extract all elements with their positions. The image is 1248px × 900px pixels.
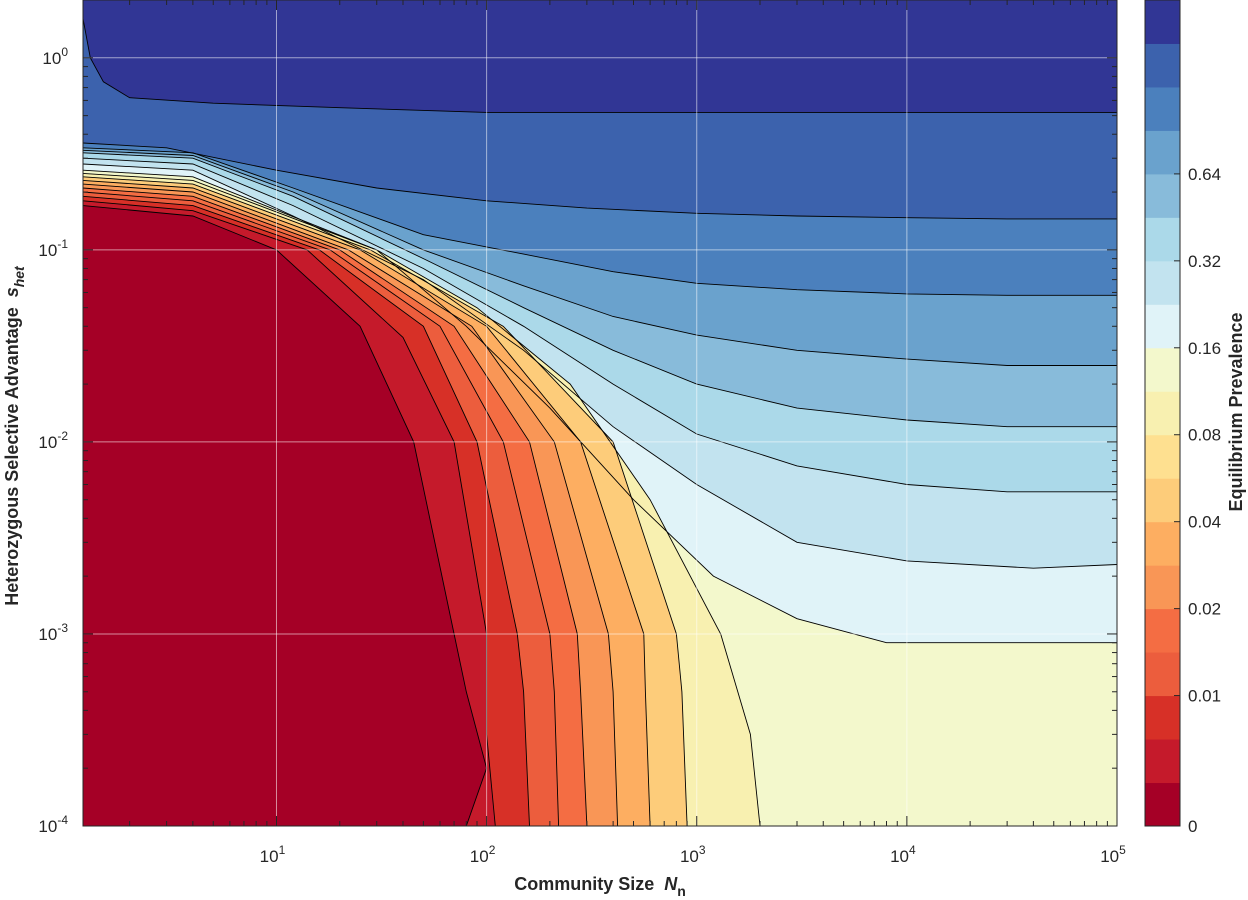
grid-lines	[83, 0, 1117, 826]
colorbar-segment	[1145, 304, 1180, 349]
colorbar-segment	[1145, 478, 1180, 523]
y-tick-label-4: 100	[42, 45, 68, 68]
colorbar-tick-label-3: 0.04	[1188, 513, 1221, 532]
colorbar-segment	[1145, 782, 1180, 827]
plot-frame	[82, 0, 1118, 827]
colorbar-segment	[1145, 434, 1180, 479]
colorbar-segment	[1145, 695, 1180, 740]
colorbar-segment	[1145, 565, 1180, 610]
contour-line-14	[83, 147, 1117, 296]
colorbar-tick-label-4: 0.08	[1188, 426, 1221, 445]
colorbar-segment	[1145, 217, 1180, 262]
colorbar-segment	[1145, 173, 1180, 218]
colorbar-tick-label-6: 0.32	[1188, 252, 1221, 271]
contour-line-6	[83, 179, 651, 826]
colorbar-tick-label-1: 0.01	[1188, 687, 1221, 706]
colorbar-tick-label-5: 0.16	[1188, 339, 1221, 358]
x-tick-label-1: 102	[470, 843, 496, 866]
contour-line-7	[83, 176, 688, 826]
contour-line-2	[83, 195, 530, 826]
x-tick-label-0: 101	[260, 843, 286, 866]
colorbar-tick-label-0: 0	[1188, 817, 1197, 836]
x-tick-label-3: 104	[890, 843, 916, 866]
plot-area	[83, 0, 1117, 826]
contour-line-9	[83, 169, 1117, 644]
colorbar-frame	[1144, 0, 1181, 827]
colorbar-segment	[1145, 347, 1180, 392]
colorbar-segment	[1145, 652, 1180, 697]
contour-line-10	[83, 163, 1117, 569]
colorbar-label: Equilibrium Prevalence	[1226, 312, 1246, 511]
colorbar-segment	[1145, 86, 1180, 131]
colorbar: 0 0.01 0.02 0.04 0.08 0.16 0.32 0.64	[1144, 0, 1221, 836]
contour-line-5	[83, 183, 619, 826]
contour-line-11	[83, 157, 1117, 493]
contour-line-12	[83, 152, 1117, 428]
contour-band-0	[83, 205, 487, 826]
contour-line-8	[83, 172, 761, 826]
colorbar-segment	[1145, 739, 1180, 784]
y-tick-label-1: 10-3	[38, 621, 68, 644]
contour-line-13	[83, 149, 1117, 366]
contour-bands	[83, 0, 1117, 826]
colorbar-tick-label-2: 0.02	[1188, 600, 1221, 619]
colorbar-segment	[1145, 130, 1180, 175]
contour-line-15	[83, 142, 1117, 220]
axes: 101 102 103 104 105 10-4 10-3 10-2 10-1 100	[38, 0, 1126, 866]
contour-line-3	[83, 191, 560, 826]
x-axis-label: Community Size Nn	[514, 874, 686, 899]
contour-line-4	[83, 187, 588, 826]
colorbar-tick-label-7: 0.64	[1188, 165, 1221, 184]
y-axis-label: Heterozygous Selective Advantageshet	[2, 265, 27, 606]
x-tick-label-2: 103	[680, 843, 706, 866]
y-tick-label-3: 10-1	[38, 237, 68, 260]
x-tick-label-4: 105	[1100, 843, 1126, 866]
colorbar-segment	[1145, 391, 1180, 436]
colorbar-segment	[1145, 43, 1180, 88]
colorbar-segment	[1145, 521, 1180, 566]
colorbar-segment	[1145, 608, 1180, 653]
y-tick-label-2: 10-2	[38, 429, 68, 452]
colorbar-segment	[1145, 260, 1180, 305]
y-tick-label-0: 10-4	[38, 813, 68, 836]
colorbar-segment	[1145, 0, 1180, 44]
